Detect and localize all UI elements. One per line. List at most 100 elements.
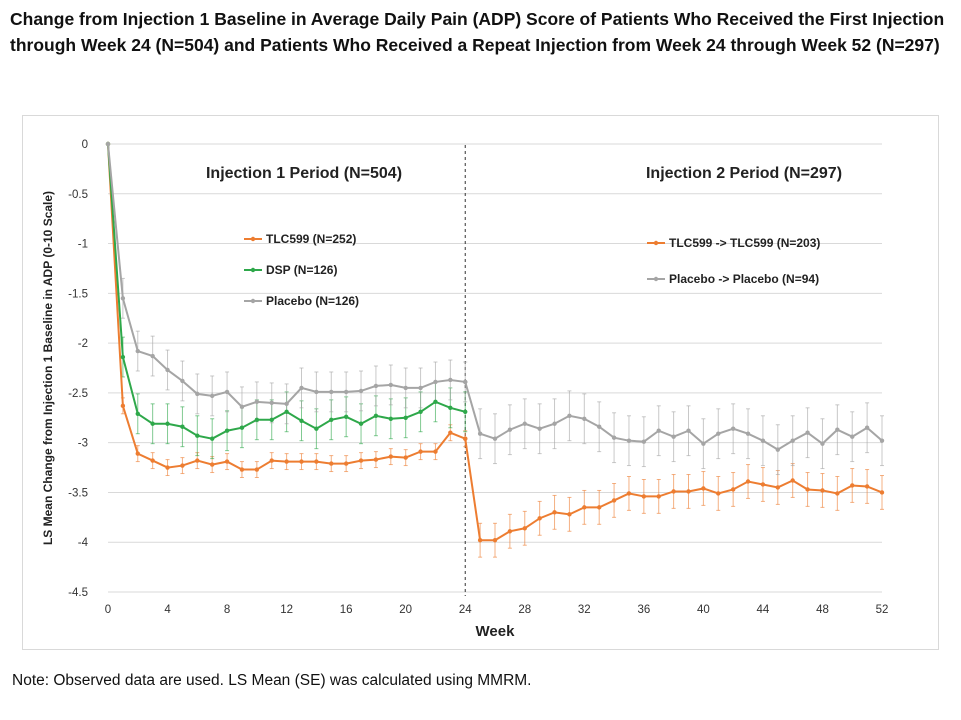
data-point	[567, 512, 572, 517]
x-tick-label: 52	[876, 604, 889, 616]
data-point	[373, 457, 379, 462]
data-point	[314, 389, 319, 395]
data-point	[329, 417, 334, 422]
data-point	[150, 353, 155, 359]
y-tick-label: -3.5	[68, 487, 88, 499]
data-point	[165, 367, 170, 373]
x-tick-label: 12	[280, 604, 293, 616]
data-point	[790, 438, 795, 443]
data-point	[224, 459, 230, 464]
data-point	[492, 436, 498, 441]
x-tick-label: 28	[518, 604, 531, 616]
data-point	[180, 463, 185, 468]
x-tick-label: 20	[399, 604, 412, 616]
data-point	[373, 383, 379, 389]
x-tick-label: 8	[224, 604, 230, 616]
data-point	[567, 413, 572, 418]
data-point	[284, 401, 289, 407]
x-axis-label: Week	[476, 623, 516, 640]
data-point	[716, 431, 721, 436]
data-point	[596, 424, 602, 429]
data-point	[254, 467, 260, 472]
data-point	[745, 431, 751, 436]
data-point	[686, 489, 691, 494]
legend-marker	[250, 236, 256, 242]
data-point	[760, 482, 766, 487]
data-point	[671, 489, 676, 494]
data-point	[805, 487, 810, 492]
data-point	[433, 379, 438, 385]
data-point	[656, 428, 661, 433]
y-tick-label: -2	[78, 338, 88, 350]
data-point	[463, 409, 468, 415]
legend-marker	[653, 240, 659, 246]
data-point	[850, 434, 855, 439]
data-point	[775, 447, 781, 452]
data-point	[284, 459, 289, 464]
data-point	[343, 389, 349, 395]
data-point	[611, 435, 617, 440]
data-point	[582, 416, 587, 421]
data-point	[433, 399, 438, 405]
data-point	[641, 439, 647, 444]
legend-marker	[250, 267, 256, 273]
data-point	[433, 449, 438, 454]
data-point	[358, 388, 364, 394]
data-point	[537, 516, 542, 521]
data-point	[552, 421, 557, 426]
legend-label: DSP (N=126)	[266, 263, 337, 277]
data-point	[835, 491, 840, 496]
data-point	[522, 526, 527, 531]
data-point	[254, 399, 260, 405]
data-point	[195, 458, 200, 463]
data-point	[463, 436, 468, 441]
data-point	[165, 465, 170, 470]
data-point	[730, 487, 736, 492]
legend-label: Placebo -> Placebo (N=94)	[669, 272, 819, 286]
data-point	[686, 428, 691, 433]
data-point	[343, 461, 349, 466]
data-point	[150, 458, 155, 463]
legend-label: Placebo (N=126)	[266, 294, 359, 308]
data-point	[596, 505, 602, 510]
x-tick-label: 24	[459, 604, 472, 616]
y-tick-label: -1	[78, 239, 88, 251]
data-point	[701, 486, 706, 491]
data-point	[582, 505, 587, 510]
y-tick-label: -4.5	[68, 587, 88, 599]
legend-label: TLC599 (N=252)	[266, 232, 356, 246]
data-point	[180, 424, 185, 429]
data-point	[239, 467, 245, 472]
data-point	[120, 296, 126, 301]
data-point	[850, 483, 855, 488]
data-point	[522, 421, 527, 426]
data-point	[209, 436, 215, 441]
data-point	[641, 494, 647, 499]
data-point	[373, 413, 379, 418]
data-point	[656, 494, 661, 499]
y-tick-label: 0	[82, 139, 88, 151]
data-point	[448, 377, 453, 383]
data-point	[477, 538, 483, 543]
data-point	[626, 438, 632, 443]
data-point	[537, 426, 542, 431]
data-point	[343, 414, 349, 419]
data-point	[418, 409, 423, 415]
data-point	[463, 379, 468, 385]
data-point	[671, 434, 676, 439]
data-point	[358, 421, 364, 426]
data-point	[448, 405, 453, 411]
data-point	[120, 403, 126, 409]
data-point	[492, 538, 498, 543]
y-axis-label: LS Mean Change from Injection 1 Baseline…	[41, 191, 55, 545]
data-point	[403, 415, 408, 420]
data-point	[418, 449, 423, 454]
data-point	[209, 393, 215, 399]
data-point	[552, 510, 557, 515]
data-point	[269, 417, 274, 422]
data-point	[611, 498, 617, 503]
legend-marker	[653, 276, 659, 282]
data-point	[314, 426, 319, 431]
data-point	[299, 459, 304, 464]
chart-title: Change from Injection 1 Baseline in Aver…	[10, 9, 945, 55]
